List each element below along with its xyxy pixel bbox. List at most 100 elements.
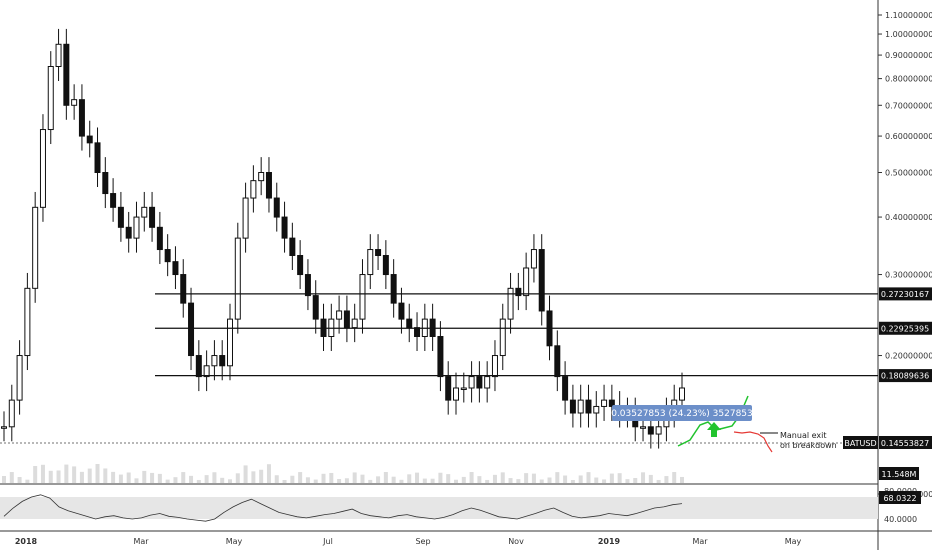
- last-price-badge-box: [879, 436, 932, 449]
- volume-bar: [95, 464, 100, 483]
- volume-bar: [617, 473, 622, 483]
- candle-body: [8, 399, 15, 428]
- candle-body: [530, 249, 537, 269]
- volume-bar: [680, 476, 684, 483]
- volume-bar: [360, 474, 365, 483]
- candle-body: [86, 135, 93, 144]
- candle-body: [367, 249, 374, 276]
- volume-bar: [407, 474, 412, 483]
- candle-body: [304, 274, 311, 297]
- time-tick-label: May: [226, 537, 243, 546]
- volume-bar: [625, 479, 630, 483]
- volume-bar: [64, 464, 69, 483]
- volume-bar: [298, 472, 303, 483]
- volume-bar: [430, 478, 435, 483]
- volume-bar: [196, 479, 201, 483]
- candle-body: [601, 399, 608, 407]
- candle-body: [608, 399, 615, 407]
- level-badge-box: [879, 321, 932, 335]
- candle-body: [515, 287, 522, 297]
- volume-bar: [641, 472, 646, 483]
- candle-body: [679, 387, 685, 401]
- volume-bar: [79, 471, 84, 483]
- volume-bar: [48, 470, 53, 483]
- price-tick-label: 0.60000000: [885, 132, 932, 141]
- volume-bar: [134, 478, 139, 483]
- candle-body: [63, 43, 70, 106]
- price-tick-label: 0.90000000: [885, 51, 932, 60]
- candle-body: [47, 66, 54, 131]
- volume-bar: [461, 476, 466, 483]
- volume-bar: [2, 476, 6, 483]
- volume-bar: [142, 470, 147, 483]
- volume-bar: [189, 475, 194, 483]
- volume-bar: [274, 475, 279, 483]
- volume-bar: [329, 472, 334, 483]
- price-tick-label: 0.70000000: [885, 101, 932, 110]
- volume-bar: [664, 476, 669, 483]
- candle-body: [164, 249, 171, 263]
- candle-body: [55, 43, 62, 68]
- rsi-value-badge-box: [879, 491, 921, 504]
- last-price-badge: 0.14553827: [881, 439, 929, 448]
- volume-bar: [609, 473, 614, 483]
- price-tick-label: 0.40000000: [885, 213, 932, 222]
- time-axis: 2018 Mar May Jul Sep Nov 2019 Mar May: [15, 537, 802, 546]
- volume-bar: [383, 472, 388, 483]
- bearish-projection-line: [733, 431, 773, 453]
- time-tick-label: May: [785, 537, 802, 546]
- support-levels: 0.27230167 0.22925395 0.18089636: [155, 287, 932, 383]
- candle-body: [133, 216, 140, 239]
- volume-bar: [72, 466, 77, 483]
- candle-body: [94, 142, 101, 174]
- volume-bar: [438, 472, 443, 483]
- volume-bar: [157, 473, 162, 483]
- candle-body: [297, 255, 304, 276]
- price-tick-label: 0.20000000: [885, 352, 932, 361]
- candle-body: [258, 172, 265, 182]
- symbol-badge: BATUSD: [844, 439, 876, 448]
- candle-body: [460, 387, 467, 391]
- time-tick-label: 2019: [598, 537, 621, 546]
- volume-bar: [415, 472, 420, 483]
- candle-body: [102, 172, 109, 195]
- candle-body: [484, 376, 491, 389]
- volume-bar: [500, 472, 505, 483]
- volume-bar: [126, 472, 131, 483]
- volume-bar: [9, 472, 14, 483]
- volume-bar: [150, 472, 155, 483]
- volume-bar: [508, 478, 513, 483]
- volume-bar: [672, 472, 677, 483]
- volume-bar: [391, 476, 396, 483]
- candle-body: [289, 237, 296, 257]
- candle-body: [476, 376, 483, 389]
- candle-body: [507, 287, 514, 320]
- symbol-badge-box: [843, 436, 878, 449]
- candle-body: [172, 261, 179, 276]
- time-tick-label: Jul: [322, 537, 333, 546]
- time-tick-label: Nov: [508, 537, 524, 546]
- candle-body: [39, 129, 46, 208]
- volume-bar: [313, 479, 318, 483]
- candle-body: [281, 216, 288, 239]
- volume-bar: [539, 479, 544, 483]
- volume-bars: [2, 464, 684, 483]
- volume-bar: [17, 477, 22, 483]
- candle-body: [359, 274, 366, 320]
- candle-body: [110, 193, 117, 208]
- volume-bar: [243, 465, 248, 483]
- candle-body: [562, 376, 569, 401]
- volume-bar: [235, 473, 240, 483]
- volume-bar: [305, 477, 310, 483]
- candle-body: [16, 355, 23, 401]
- candle-body: [538, 249, 545, 312]
- level-badge: 0.18089636: [881, 372, 929, 381]
- volume-bar: [446, 474, 451, 483]
- volume-bar: [555, 472, 560, 483]
- candle-body: [647, 426, 654, 435]
- volume-bar: [477, 476, 482, 483]
- volume-bar: [469, 472, 474, 483]
- volume-bar: [118, 474, 123, 483]
- candle-body: [640, 426, 647, 429]
